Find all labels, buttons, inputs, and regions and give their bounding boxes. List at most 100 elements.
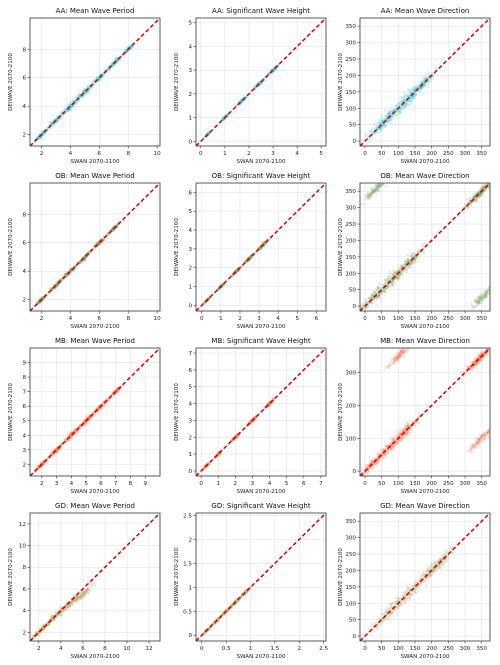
scatter-point: [272, 68, 275, 71]
scatter-point: [87, 84, 90, 87]
scatter-point: [387, 113, 390, 116]
scatter-point: [392, 107, 395, 110]
scatter-point: [83, 89, 86, 92]
scatter-point: [421, 80, 424, 83]
scatter-point: [357, 312, 359, 314]
scatter-point: [404, 103, 407, 106]
scatter-point: [425, 83, 428, 86]
scatter-point: [99, 77, 102, 80]
scatter-point: [84, 87, 87, 90]
scatter-point: [491, 184, 493, 186]
scatter-point: [207, 131, 210, 135]
y-tick-label: 2: [188, 92, 192, 98]
scatter-point: [412, 97, 415, 100]
scatter-point: [256, 81, 259, 84]
scatter-point: [82, 90, 85, 93]
scatter-point: [115, 57, 118, 61]
axes-frame: [29, 17, 161, 147]
scatter-point: [438, 63, 441, 66]
scatter-point: [88, 88, 91, 91]
scatter-point: [124, 48, 127, 52]
scatter-point: [380, 127, 383, 130]
scatter-point: [380, 119, 383, 122]
x-tick-label: 200: [426, 151, 437, 157]
scatter-point: [398, 110, 401, 113]
scatter-point: [399, 104, 402, 107]
scatter-point: [366, 300, 369, 303]
scatter-point: [87, 85, 90, 89]
scatter-point: [63, 108, 66, 111]
scatter-point: [387, 285, 390, 288]
scatter-point: [50, 122, 54, 125]
scatter-point: [64, 108, 67, 111]
scatter-point: [416, 260, 419, 263]
scatter-point: [385, 118, 389, 121]
scatter-point: [427, 77, 430, 80]
scatter-point: [388, 111, 391, 114]
scatter-point: [408, 99, 411, 102]
scatter-point: [388, 113, 391, 116]
scatter-point: [42, 132, 45, 135]
scatter-point: [268, 72, 271, 75]
scatter-point: [409, 266, 412, 269]
scatter-point: [46, 127, 49, 130]
scatter-point: [388, 111, 391, 114]
scatter-point: [399, 272, 402, 275]
scatter-point: [240, 100, 243, 103]
scatter-point: [466, 198, 469, 201]
scatter-point: [407, 260, 410, 263]
scatter-point: [427, 82, 430, 86]
scatter-point: [398, 97, 401, 100]
scatter-point: [97, 77, 100, 80]
scatter-point: [409, 96, 412, 99]
scatter-point: [73, 100, 76, 103]
scatter-point: [402, 97, 405, 100]
scatter-point: [269, 68, 273, 71]
scatter-point: [386, 118, 389, 121]
scatter-point: [401, 265, 404, 268]
scatter-point: [401, 108, 404, 111]
scatter-point: [65, 109, 68, 112]
scatter-point: [208, 131, 211, 135]
scatter-point: [221, 117, 224, 120]
scatter-point: [37, 137, 41, 140]
scatter-point: [272, 68, 275, 71]
scatter-point: [274, 68, 277, 71]
scatter-point: [125, 50, 128, 53]
scatter-point: [390, 117, 393, 120]
scatter-point: [130, 46, 133, 49]
scatter-point: [401, 100, 404, 103]
scatter-point: [221, 283, 225, 286]
scatter-point: [390, 113, 393, 116]
scatter-point: [401, 96, 404, 99]
scatter-point: [74, 101, 78, 104]
scatter-point: [475, 200, 478, 203]
scatter-point: [77, 90, 80, 93]
scatter-point: [235, 104, 238, 107]
scatter-point: [396, 105, 399, 108]
scatter-point: [399, 103, 402, 107]
scatter-point: [255, 86, 258, 90]
scatter-point: [58, 112, 62, 115]
scatter-point: [382, 116, 385, 119]
scatter-point: [387, 111, 390, 114]
scatter-point: [398, 117, 401, 120]
scatter-point: [418, 86, 421, 89]
y-tick-label: 50: [349, 123, 357, 129]
y-tick-label: 1: [188, 116, 192, 122]
scatter-point: [259, 82, 262, 85]
scatter-point: [407, 94, 410, 97]
x-tick-label: 0: [363, 151, 367, 157]
scatter-point: [220, 117, 223, 120]
scatter-point: [221, 118, 224, 121]
scatter-point: [407, 99, 410, 102]
scatter-point: [376, 125, 379, 128]
x-tick-label: 2: [40, 151, 44, 157]
scatter-point: [82, 94, 85, 97]
one-to-one-line: [196, 18, 326, 146]
scatter-point: [404, 106, 407, 109]
scatter-point: [69, 108, 72, 111]
scatter-point: [109, 62, 113, 65]
scatter-point: [376, 127, 379, 130]
scatter-point: [413, 97, 416, 100]
